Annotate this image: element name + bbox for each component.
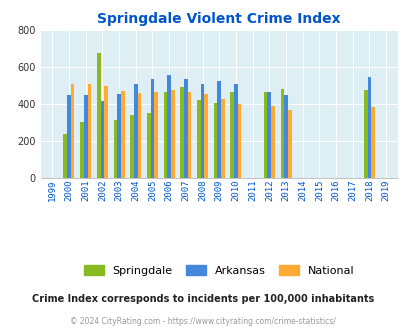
Bar [163, 92, 167, 178]
Bar [117, 94, 121, 178]
Bar [154, 92, 158, 178]
Text: Crime Index corresponds to incidents per 100,000 inhabitants: Crime Index corresponds to incidents per… [32, 294, 373, 304]
Bar [287, 110, 291, 178]
Text: © 2024 CityRating.com - https://www.cityrating.com/crime-statistics/: © 2024 CityRating.com - https://www.city… [70, 317, 335, 326]
Bar [183, 79, 187, 178]
Bar [271, 106, 274, 178]
Bar [67, 95, 70, 178]
Legend: Springdale, Arkansas, National: Springdale, Arkansas, National [79, 261, 358, 280]
Bar [171, 90, 174, 178]
Bar [280, 89, 283, 178]
Bar [147, 113, 150, 178]
Bar [167, 75, 171, 178]
Bar [70, 84, 74, 178]
Bar [113, 120, 117, 178]
Bar [367, 77, 371, 178]
Bar [196, 100, 200, 178]
Bar [150, 79, 154, 178]
Bar [104, 86, 108, 178]
Bar [217, 81, 221, 178]
Bar [284, 95, 287, 178]
Bar [221, 99, 224, 178]
Bar [100, 101, 104, 178]
Bar [234, 84, 237, 178]
Bar [213, 103, 217, 178]
Bar [87, 84, 91, 178]
Bar [180, 87, 183, 178]
Bar [263, 92, 267, 178]
Bar [134, 84, 137, 178]
Bar [371, 107, 374, 178]
Bar [121, 91, 124, 178]
Title: Springdale Violent Crime Index: Springdale Violent Crime Index [97, 12, 340, 26]
Bar [84, 95, 87, 178]
Bar [267, 92, 271, 178]
Bar [63, 134, 67, 178]
Bar [204, 94, 207, 178]
Bar [97, 53, 100, 178]
Bar [363, 90, 367, 178]
Bar [137, 93, 141, 178]
Bar [130, 115, 134, 178]
Bar [230, 92, 234, 178]
Bar [80, 121, 84, 178]
Bar [187, 92, 191, 178]
Bar [237, 104, 241, 178]
Bar [200, 84, 204, 178]
